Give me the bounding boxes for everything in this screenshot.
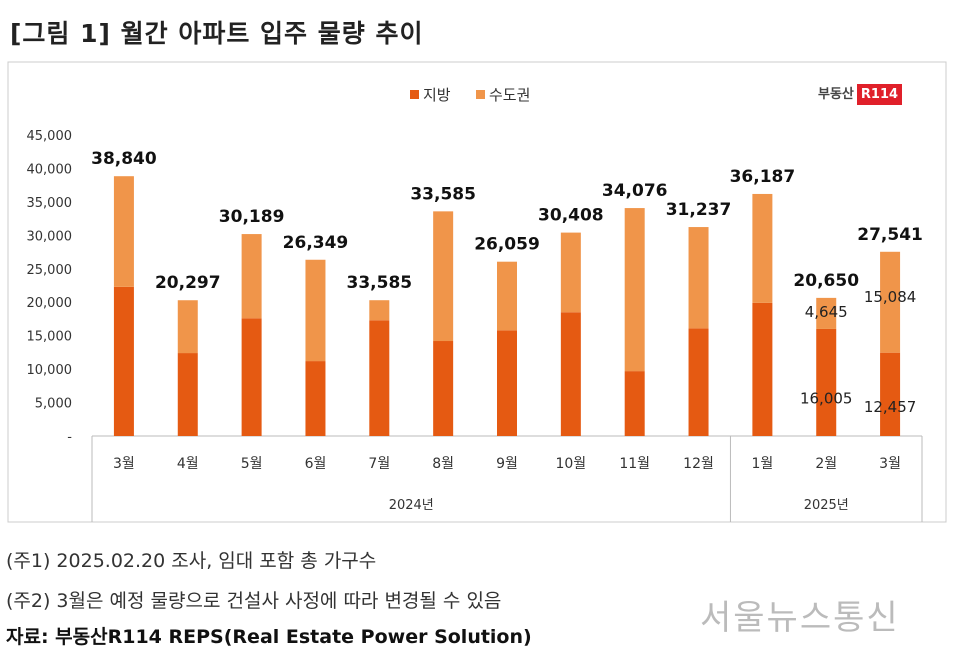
bar-segment-metro	[433, 211, 454, 342]
bar-segment-local	[305, 361, 326, 436]
x-tick-label: 11월	[619, 456, 650, 472]
bar-segment-metro	[624, 208, 645, 372]
bar-segment-local	[624, 371, 645, 436]
bar-segment-local	[560, 312, 581, 436]
y-tick-label: 30,000	[27, 229, 73, 244]
bar-segment-local	[752, 302, 773, 436]
y-tick-label: -	[67, 430, 72, 445]
bar-segment-metro	[880, 251, 901, 353]
legend-swatch	[476, 90, 485, 99]
y-tick-label: 5,000	[35, 397, 72, 412]
segment-label-metro: 4,645	[805, 303, 848, 321]
y-tick-label: 15,000	[27, 330, 73, 345]
segment-label-metro: 15,084	[864, 288, 917, 306]
bar-segment-metro	[560, 232, 581, 313]
legend-label: 수도권	[489, 86, 530, 104]
x-tick-label: 6월	[305, 456, 327, 472]
bar-segment-metro	[305, 259, 326, 362]
total-label: 31,237	[666, 200, 732, 220]
bar-segment-local	[880, 352, 901, 436]
chart-frame	[7, 61, 947, 523]
legend-label: 지방	[423, 86, 451, 104]
total-label: 27,541	[857, 225, 923, 245]
x-tick-label: 3월	[879, 456, 901, 472]
total-label: 33,585	[410, 184, 476, 204]
segment-label-local: 16,005	[800, 390, 853, 408]
total-label: 30,189	[219, 207, 285, 227]
bar-segment-local	[241, 318, 262, 436]
y-tick-label: 35,000	[27, 196, 73, 211]
x-tick-label: 3월	[113, 456, 135, 472]
bar-segment-metro	[369, 300, 390, 321]
bar-segment-metro	[241, 234, 262, 319]
total-label: 26,059	[474, 235, 540, 255]
legend-swatch	[410, 90, 419, 99]
bar-segment-local	[369, 320, 390, 436]
y-tick-label: 45,000	[27, 129, 73, 144]
bar-segment-local	[433, 341, 454, 436]
bar-segment-local	[688, 328, 709, 436]
bar-segment-metro	[752, 193, 773, 303]
total-label: 33,585	[347, 273, 413, 293]
total-label: 34,076	[602, 181, 668, 201]
year-label: 2024년	[389, 498, 434, 513]
note-1: (주1) 2025.02.20 조사, 임대 포함 총 가구수	[6, 550, 377, 572]
y-tick-label: 40,000	[27, 162, 73, 177]
x-tick-label: 5월	[241, 456, 263, 472]
y-tick-label: 25,000	[27, 263, 73, 278]
total-label: 38,840	[91, 149, 157, 169]
total-label: 36,187	[730, 167, 796, 187]
x-tick-label: 12월	[683, 456, 714, 472]
watermark: 서울뉴스통신	[700, 598, 900, 638]
x-tick-label: 7월	[368, 456, 390, 472]
x-tick-label: 8월	[432, 456, 454, 472]
year-label: 2025년	[804, 498, 849, 513]
x-tick-label: 10월	[555, 456, 586, 472]
total-label: 30,408	[538, 206, 604, 226]
logo-badge: R114	[856, 84, 903, 105]
segment-label-local: 12,457	[864, 398, 917, 416]
logo-text: 부동산	[818, 87, 854, 102]
total-label: 26,349	[283, 233, 349, 253]
page-title: [그림 1] 월간 아파트 입주 물량 추이	[10, 19, 424, 48]
total-label: 20,297	[155, 273, 221, 293]
note-2: (주2) 3월은 예정 물량으로 건설사 사정에 따라 변경될 수 있음	[6, 590, 502, 612]
bar-segment-metro	[816, 297, 837, 329]
y-tick-label: 10,000	[27, 363, 73, 378]
y-tick-label: 20,000	[27, 296, 73, 311]
bar-segment-local	[497, 330, 517, 436]
x-tick-label: 1월	[751, 456, 773, 472]
total-label: 20,650	[793, 271, 859, 291]
bar-segment-metro	[177, 300, 198, 354]
bar-segment-metro	[497, 261, 517, 331]
bar-segment-local	[816, 328, 837, 436]
source-text: 자료: 부동산R114 REPS(Real Estate Power Solut…	[6, 626, 532, 648]
x-tick-label: 9월	[496, 456, 518, 472]
bar-segment-local	[113, 286, 134, 436]
bar-segment-local	[177, 353, 198, 436]
r114-logo: 부동산 R114	[818, 83, 903, 105]
bar-segment-metro	[688, 227, 709, 329]
bar-segment-metro	[113, 176, 134, 287]
x-tick-label: 2월	[815, 456, 837, 472]
x-tick-label: 4월	[177, 456, 199, 472]
